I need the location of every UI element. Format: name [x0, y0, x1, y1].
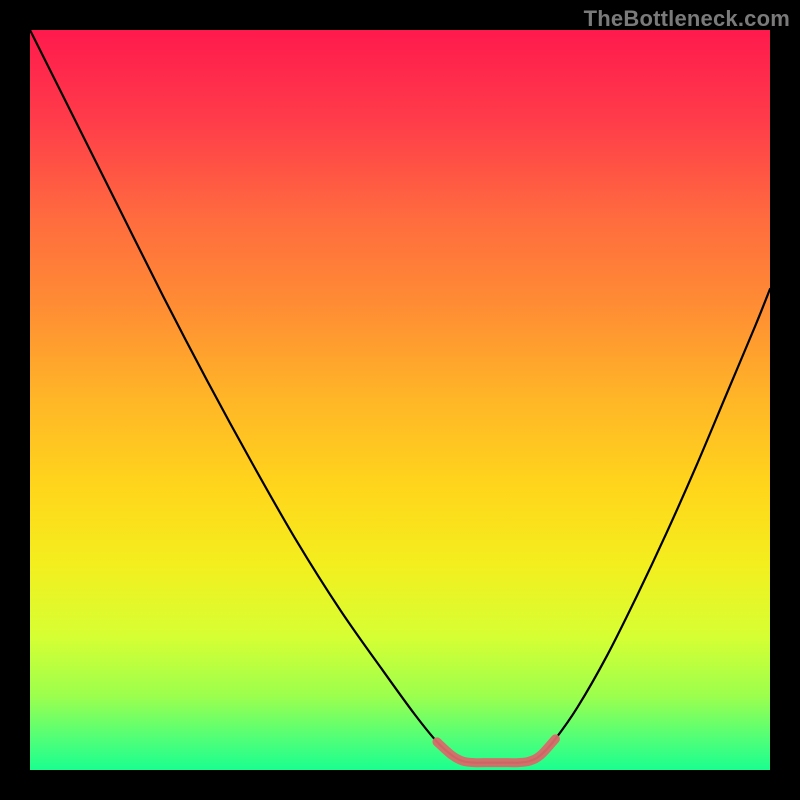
- watermark-text: TheBottleneck.com: [584, 6, 790, 32]
- chart-background: [30, 30, 770, 770]
- bottleneck-chart: TheBottleneck.com: [0, 0, 800, 800]
- chart-svg: [0, 0, 800, 800]
